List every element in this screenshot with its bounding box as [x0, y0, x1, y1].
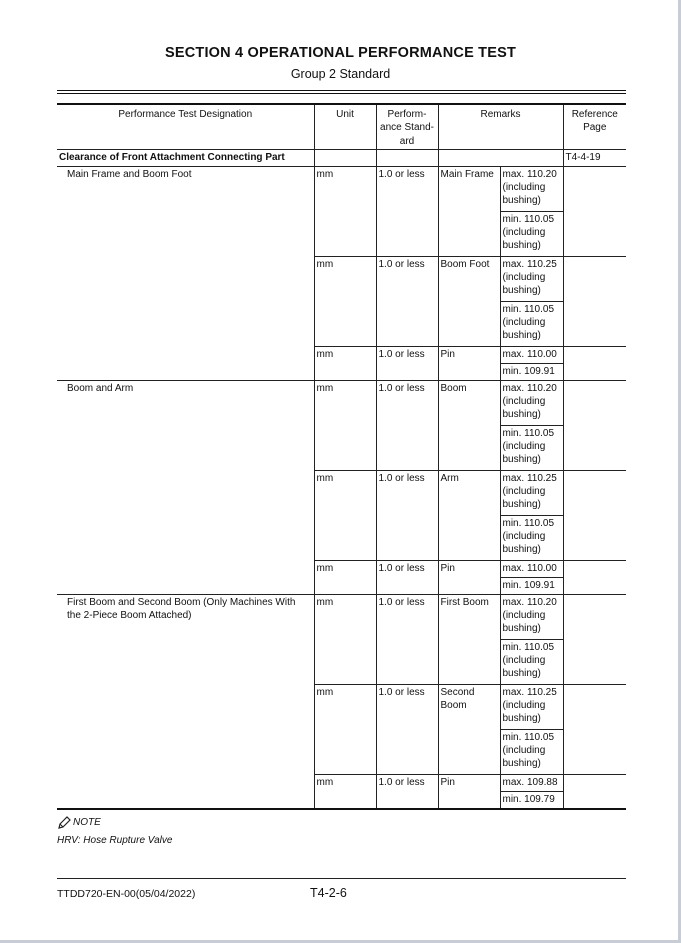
standard-cell: 1.0 or less — [375, 469, 439, 561]
unit-cell: mm — [313, 165, 377, 257]
max-value: max. 109.88 — [499, 773, 564, 792]
min-value: min. 109.91 — [500, 362, 564, 381]
note-text: HRV: Hose Rupture Valve — [57, 835, 173, 846]
table-row: min. 110.05 (including bushing) — [57, 424, 626, 471]
max-value: max. 110.20 (including bushing) — [499, 379, 564, 426]
unit-cell: mm — [314, 683, 377, 775]
reference-cell — [562, 683, 627, 775]
standard-cell: 1.0 or less — [375, 345, 439, 381]
min-value: min. 109.79 — [500, 790, 564, 810]
part-cell: Pin — [437, 559, 501, 595]
unit-cell: mm — [314, 469, 377, 561]
reference-cell — [562, 773, 627, 810]
table-row: mm 1.0 or less Pin max. 109.88 — [57, 773, 627, 810]
max-value: max. 110.20 (including bushing) — [499, 165, 564, 212]
min-value: min. 110.05 (including bushing) — [500, 728, 564, 775]
unit-cell: mm — [313, 593, 377, 685]
table-row: mm 1.0 or less Arm max. 110.25 (including b… — [57, 469, 627, 561]
table-row: min. 109.79 — [57, 790, 626, 810]
min-value: min. 110.05 (including bushing) — [500, 300, 564, 347]
column-header: Reference Page — [562, 103, 627, 151]
part-cell: Arm — [437, 469, 501, 561]
document-id: TTDD720-EN-00(05/04/2022) — [57, 888, 196, 900]
header-divider — [57, 90, 626, 94]
table-row: mm 1.0 or less Pin max. 110.00 — [57, 559, 627, 595]
unit-cell: mm — [314, 559, 377, 595]
part-cell: Boom — [437, 379, 501, 471]
test-designation: Boom and Arm — [57, 379, 315, 595]
min-value: min. 110.05 (including bushing) — [500, 424, 564, 471]
footer-divider — [57, 878, 626, 879]
standard-cell: 1.0 or less — [375, 683, 439, 775]
reference-cell — [562, 593, 627, 685]
standard-cell: 1.0 or less — [375, 255, 439, 347]
unit-cell: mm — [314, 773, 377, 810]
section-row: Clearance of Front Attachment Connecting… — [57, 149, 627, 167]
column-header: Perform-ance Stand-ard — [375, 103, 439, 151]
reference-cell — [562, 345, 627, 381]
column-header: Remarks — [437, 103, 564, 151]
part-cell: Second Boom — [437, 683, 501, 775]
standard-cell: 1.0 or less — [375, 165, 439, 257]
pencil-icon — [58, 816, 71, 829]
part-cell: Main Frame — [437, 165, 501, 257]
max-value: max. 110.00 — [499, 559, 564, 578]
unit-cell: mm — [313, 379, 377, 471]
unit-cell: mm — [314, 255, 377, 347]
min-value: min. 109.91 — [500, 576, 564, 595]
table-row: Main Frame and Boom Foot mm 1.0 or less Mai… — [57, 165, 627, 381]
table-row: mm 1.0 or less Second Boom max. 110.25 (inc… — [57, 683, 627, 775]
reference-cell — [562, 469, 627, 561]
part-cell: First Boom — [437, 593, 501, 685]
min-value: min. 110.05 (including bushing) — [500, 514, 564, 561]
table-row: First Boom and Second Boom (Only Machine… — [57, 593, 627, 810]
column-header: Unit — [313, 103, 377, 151]
table-row: Boom and Arm mm 1.0 or less Boom max. 110.20… — [57, 379, 627, 595]
table-row: mm 1.0 or less Boom Foot max. 110.25 (inclu… — [57, 255, 627, 347]
page-number: T4-2-6 — [310, 886, 347, 900]
max-value: max. 110.00 — [499, 345, 564, 364]
column-header: Performance Test Designation — [57, 103, 315, 151]
max-value: max. 110.25 (including bushing) — [499, 255, 564, 302]
test-designation: First Boom and Second Boom (Only Machine… — [57, 593, 315, 810]
table-header-row: Performance Test Designation Unit Perfor… — [57, 103, 627, 151]
table-row: min. 110.05 (including bushing) — [57, 638, 626, 685]
standard-cell: 1.0 or less — [375, 559, 439, 595]
performance-table: Performance Test Designation Unit Perfor… — [57, 103, 627, 810]
part-cell: Pin — [437, 773, 501, 810]
max-value: max. 110.25 (including bushing) — [499, 469, 564, 516]
page-title: SECTION 4 OPERATIONAL PERFORMANCE TEST — [164, 45, 517, 61]
reference-cell — [562, 165, 627, 257]
unit-cell: mm — [314, 345, 377, 381]
reference-page: T4-4-19 — [562, 149, 627, 167]
table-row: min. 110.05 (including bushing) — [57, 210, 626, 257]
standard-cell: 1.0 or less — [375, 773, 439, 810]
max-value: max. 110.25 (including bushing) — [499, 683, 564, 730]
part-cell: Pin — [437, 345, 501, 381]
test-designation: Main Frame and Boom Foot — [57, 165, 315, 381]
reference-cell — [562, 559, 627, 595]
reference-cell — [562, 379, 627, 471]
section-label: Clearance of Front Attachment Connecting… — [57, 149, 315, 167]
standard-cell: 1.0 or less — [375, 379, 439, 471]
note-label: NOTE — [73, 817, 101, 828]
reference-cell — [562, 255, 627, 347]
min-value: min. 110.05 (including bushing) — [500, 638, 564, 685]
min-value: min. 110.05 (including bushing) — [500, 210, 564, 257]
part-cell: Boom Foot — [437, 255, 501, 347]
max-value: max. 110.20 (including bushing) — [499, 593, 564, 640]
page-subtitle: Group 2 Standard — [290, 67, 391, 81]
standard-cell: 1.0 or less — [375, 593, 439, 685]
table-row: min. 110.05 (including bushing) — [57, 300, 626, 347]
